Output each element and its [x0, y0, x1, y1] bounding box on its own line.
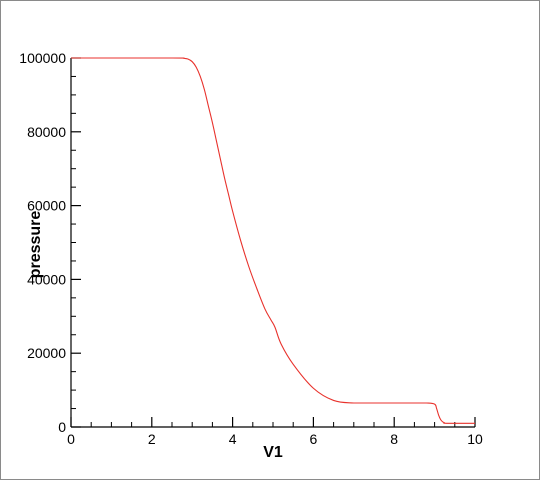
pressure-series-line [70, 57, 475, 424]
x-tick-label: 2 [148, 431, 156, 447]
y-axis-title: pressure [27, 211, 44, 279]
x-tick-label: 6 [310, 431, 318, 447]
y-tick-labels: 0 20000 40000 60000 80000 100000 [19, 50, 66, 435]
y-tick-label: 80000 [27, 124, 66, 140]
y-tick-label: 100000 [19, 50, 66, 66]
x-axis-title: V1 [263, 444, 283, 461]
series-layer [70, 57, 475, 424]
x-tick-label: 4 [229, 431, 237, 447]
x-tick-label: 10 [467, 431, 483, 447]
x-tick-label: 8 [390, 431, 398, 447]
y-tick-label: 40000 [27, 271, 66, 287]
minor-ticks [71, 75, 456, 427]
x-tick-label: 0 [67, 431, 75, 447]
y-tick-label: 20000 [27, 345, 66, 361]
y-tick-label: 0 [58, 419, 66, 435]
major-ticks [70, 57, 476, 428]
x-tick-labels: 0 2 4 6 8 10 [67, 431, 483, 447]
y-tick-label: 60000 [27, 198, 66, 214]
